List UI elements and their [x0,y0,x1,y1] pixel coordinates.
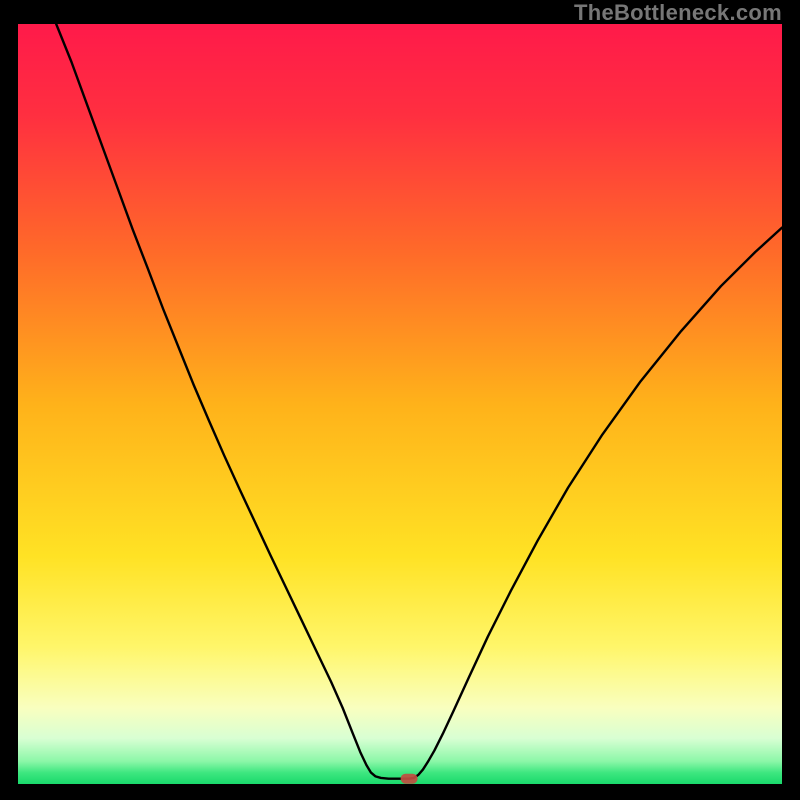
bottleneck-curve [56,24,782,779]
stage: TheBottleneck.com [0,0,800,800]
watermark-label: TheBottleneck.com [574,0,782,26]
plot-area [18,24,782,784]
optimum-marker [401,773,418,784]
curve-layer [18,24,782,784]
